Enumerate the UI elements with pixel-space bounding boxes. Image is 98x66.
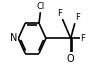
Text: Cl: Cl <box>36 2 44 11</box>
Text: N: N <box>10 33 18 43</box>
Text: F: F <box>80 34 85 43</box>
Text: F: F <box>76 13 80 22</box>
Text: O: O <box>67 54 74 63</box>
Text: F: F <box>57 9 62 18</box>
